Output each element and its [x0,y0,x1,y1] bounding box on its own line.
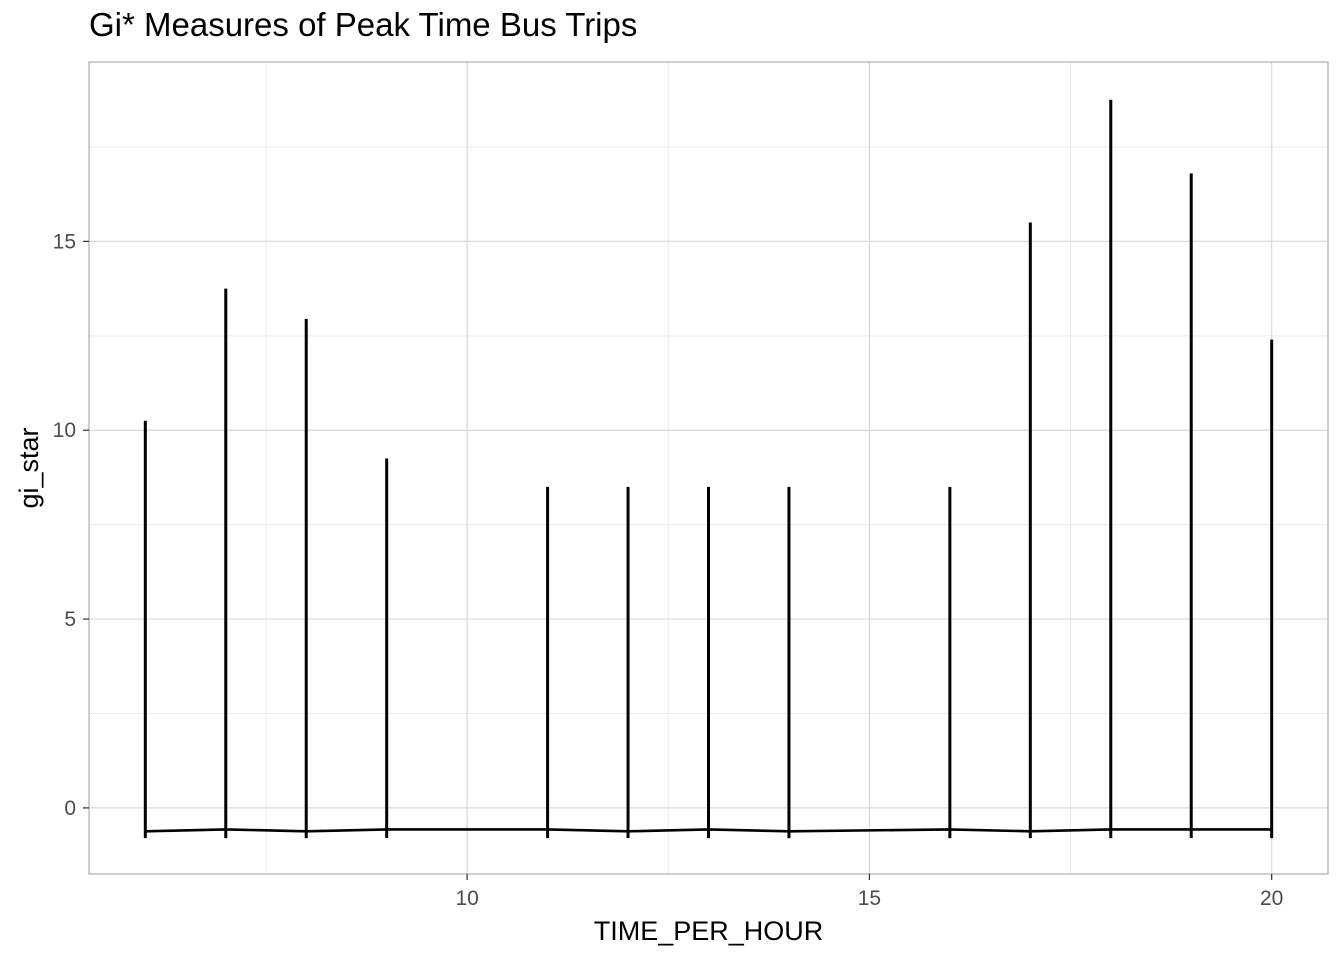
series-layer [143,99,1274,839]
y-tick-label: 5 [64,608,76,631]
x-tick-label: 20 [1260,887,1283,910]
x-tick-label: 15 [858,887,881,910]
panel-border [88,61,1329,875]
x-tick-label: 10 [455,887,478,910]
y-tick-label: 10 [53,419,76,442]
y-axis-title: gi_star [14,427,44,508]
tick-layer: 10 15 20 0 5 10 15 [53,230,1284,910]
y-tick-label: 0 [64,797,76,820]
y-tick-label: 15 [53,230,76,253]
x-axis-title: TIME_PER_HOUR [594,916,824,946]
chart-title: Gi* Measures of Peak Time Bus Trips [89,6,638,43]
